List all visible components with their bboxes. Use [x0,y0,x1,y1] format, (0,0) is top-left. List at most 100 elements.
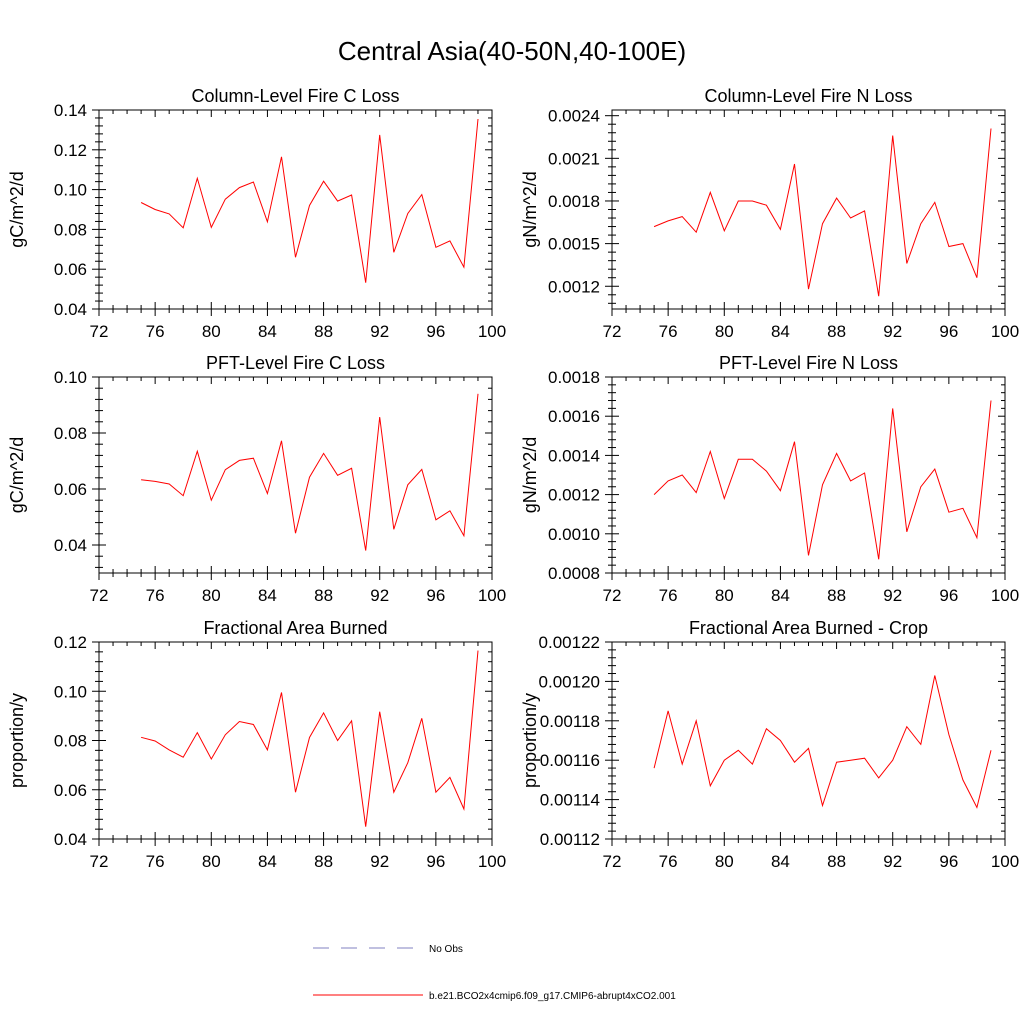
panel-1-ylabel: gC/m^2/d [7,171,27,247]
panel-6-xtick-label: 88 [827,852,846,871]
panel-2-xtick-label: 72 [603,322,622,341]
panel-6-xtick-label: 76 [659,852,678,871]
figure-title: Central Asia(40-50N,40-100E) [337,36,687,66]
panel-5-xtick-label: 80 [202,852,221,871]
panel-1-ytick-label: 0.14 [54,101,87,120]
panel-6-title: Fractional Area Burned - Crop [689,618,928,638]
panel-5-series-line [140,650,479,827]
panel-1-xtick-label: 96 [426,322,445,341]
panel-4-ytick-label: 0.0016 [548,407,600,426]
panel-6-xtick-label: 92 [883,852,902,871]
panel-4-xtick-label: 72 [603,586,622,605]
panel-4-ytick-label: 0.0012 [548,486,600,505]
panel-2-xtick-label: 84 [771,322,790,341]
panel-2-xtick-label: 96 [939,322,958,341]
panel-5-ytick-label: 0.08 [54,732,87,751]
panel-6-xtick-label: 100 [991,852,1019,871]
panel-3-xtick-label: 88 [314,586,333,605]
panel-6-ylabel: proportion/y [520,693,540,788]
panel-1-ytick-label: 0.10 [54,181,87,200]
panel-3-xtick-label: 80 [202,586,221,605]
panel-4-ytick-label: 0.0008 [548,564,600,583]
panel-1-xtick-label: 92 [370,322,389,341]
panel-2-ylabel: gN/m^2/d [520,171,540,247]
panel-3-xtick-label: 76 [146,586,165,605]
panel-4-xtick-label: 76 [659,586,678,605]
panel-1-frame [98,109,493,310]
legend-no-obs-label: No Obs [429,944,463,955]
panel-5-xtick-label: 76 [146,852,165,871]
panel-1-xtick-label: 72 [90,322,109,341]
panel-3-xtick-label: 96 [426,586,445,605]
panel-3-ytick-label: 0.10 [54,368,87,387]
panel-3-frame [98,376,493,574]
panel-4-series-line [653,400,992,560]
panel-1-series-line [140,118,479,283]
panel-6-ytick-label: 0.00112 [540,830,600,849]
panel-2-xtick-label: 100 [991,322,1019,341]
panel-1-ytick-label: 0.06 [54,260,87,279]
panel-6-xtick-label: 80 [715,852,734,871]
panel-1-xtick-label: 100 [478,322,506,341]
panel-5-frame [98,641,493,840]
panel-1-ytick-label: 0.04 [54,300,87,319]
panel-5-xtick-label: 96 [426,852,445,871]
panel-3-series-line [141,393,479,551]
panel-1-xtick-label: 88 [314,322,333,341]
panel-6-ytick-label: 0.00118 [540,712,600,731]
panel-5-title: Fractional Area Burned [203,618,387,638]
panel-5-xtick-label: 88 [314,852,333,871]
panel-4-xtick-label: 80 [715,586,734,605]
panel-4-xtick-label: 100 [991,586,1019,605]
panel-2-xtick-label: 88 [827,322,846,341]
panel-1-xtick-label: 80 [202,322,221,341]
panel-2-ytick-label: 0.0015 [548,235,600,254]
panel-3-xtick-label: 100 [478,586,506,605]
panel-6-xtick-label: 72 [603,852,622,871]
panel-6-frame [611,641,1006,840]
panel-6-xtick-label: 96 [939,852,958,871]
panel-5-ytick-label: 0.04 [54,830,87,849]
panel-5-ytick-label: 0.12 [54,633,87,652]
panel-2-series-line [653,128,992,297]
panel-6-ytick-label: 0.00114 [540,791,600,810]
panel-2-ytick-label: 0.0024 [548,107,600,126]
panel-6-ytick-label: 0.00116 [540,751,600,770]
panel-5-xtick-label: 100 [478,852,506,871]
panel-2-ytick-label: 0.0012 [548,277,600,296]
panel-5-xtick-label: 72 [90,852,109,871]
panel-3-xtick-label: 92 [370,586,389,605]
panel-2-xtick-label: 76 [659,322,678,341]
panel-2-ytick-label: 0.0021 [548,149,600,168]
panel-3-ytick-label: 0.08 [54,424,87,443]
panel-3-title: PFT-Level Fire C Loss [206,353,385,373]
panel-2-title: Column-Level Fire N Loss [704,86,912,106]
panel-1-title: Column-Level Fire C Loss [191,86,399,106]
panel-6-series-line [653,675,992,809]
panel-3-xtick-label: 72 [90,586,109,605]
panel-6-ytick-label: 0.00122 [539,633,600,652]
panel-4-xtick-label: 84 [771,586,790,605]
panel-4-xtick-label: 88 [827,586,846,605]
panel-5-xtick-label: 84 [258,852,277,871]
panel-3-ylabel: gC/m^2/d [7,437,27,513]
panel-5-ytick-label: 0.10 [54,682,87,701]
panel-3-ytick-label: 0.06 [54,480,87,499]
panel-6-ytick-label: 0.00120 [539,672,600,691]
panel-1-xtick-label: 76 [146,322,165,341]
panel-4-ytick-label: 0.0014 [548,446,600,465]
legend-model-label: b.e21.BCO2x4cmip6.f09_g17.CMIP6-abrupt4x… [429,991,676,1002]
panel-4-xtick-label: 92 [883,586,902,605]
panel-4-ylabel: gN/m^2/d [520,437,540,513]
panel-5-ytick-label: 0.06 [54,781,87,800]
panel-1-ytick-label: 0.08 [54,220,87,239]
panel-4-frame [611,376,1006,574]
panel-1-ytick-label: 0.12 [54,141,87,160]
panel-4-title: PFT-Level Fire N Loss [719,353,898,373]
panel-1-xtick-label: 84 [258,322,277,341]
panel-4-ytick-label: 0.0010 [548,525,600,544]
panel-2-xtick-label: 92 [883,322,902,341]
panel-2-ytick-label: 0.0018 [548,192,600,211]
